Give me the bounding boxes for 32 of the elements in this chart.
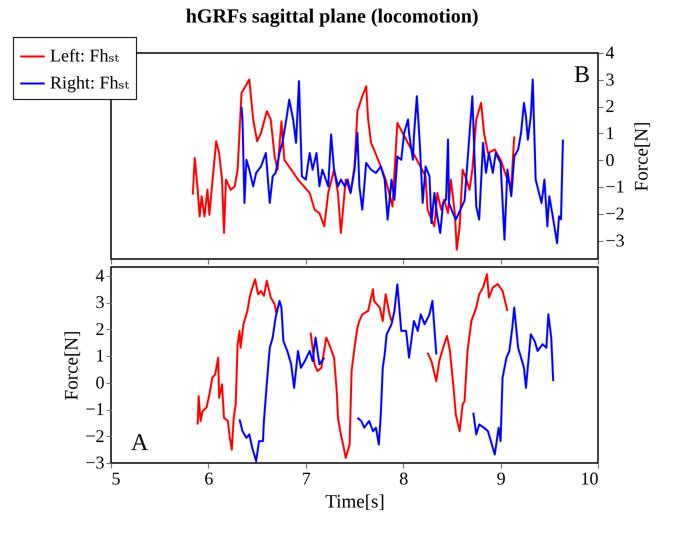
y-tick-label: −3	[85, 452, 104, 472]
chart-title: hGRFs sagittal plane (locomotion)	[186, 6, 479, 28]
line-series	[192, 78, 516, 251]
y2-tick-label: 3	[606, 69, 614, 90]
y-tick-label: −1	[85, 399, 104, 420]
x-tick-label: 8	[399, 468, 408, 488]
y-tick-label: 4	[96, 265, 104, 286]
x-tick-label: 10	[580, 468, 598, 488]
y2-tick-label: −1	[606, 176, 625, 197]
x-tick-label: 6	[204, 468, 214, 488]
y-tick-label: 1	[96, 346, 104, 366]
y-tick-label: −2	[85, 426, 104, 446]
annotation: B	[574, 62, 590, 88]
y2-tick-label: 2	[606, 96, 614, 116]
x-tick-label: 9	[496, 468, 506, 488]
x-tick-label: 5	[112, 468, 120, 488]
x-tick-label: 7	[302, 468, 311, 488]
y-axis-title: Force[N]	[61, 330, 82, 400]
annotation: A	[131, 430, 149, 456]
line-series	[240, 78, 564, 244]
y2-tick-label: −2	[606, 203, 625, 224]
y2-axis-title: Force[N]	[632, 122, 653, 192]
y2-tick-label: 0	[606, 150, 614, 170]
legend-label: Left: Fhₛₜ	[50, 46, 120, 66]
legend-label: Right: Fhₛₜ	[50, 72, 130, 92]
y2-tick-label: 4	[606, 42, 614, 62]
y2-tick-label: −3	[606, 230, 625, 250]
y2-tick-label: 1	[606, 122, 614, 143]
y-tick-label: 3	[96, 292, 104, 312]
y-tick-label: 2	[96, 318, 104, 339]
x-axis-title: Time[s]	[325, 492, 385, 512]
y-tick-label: 0	[96, 372, 104, 392]
